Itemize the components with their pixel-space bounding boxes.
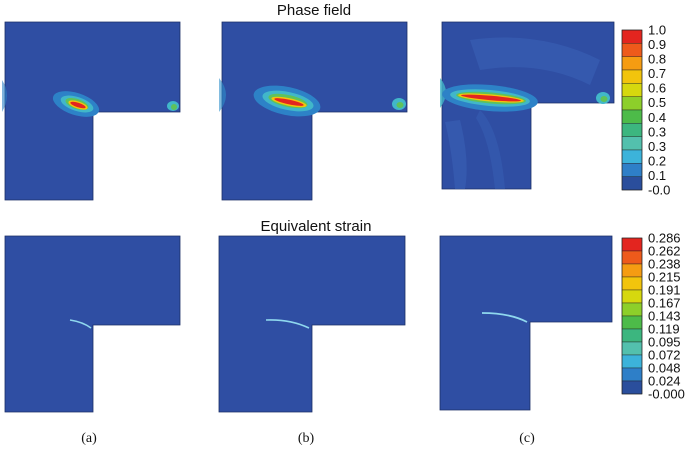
phase-legend-label: 0.6 xyxy=(648,81,666,96)
phase-legend-label: 0.7 xyxy=(648,66,666,81)
strain-legend-label: 0.048 xyxy=(648,361,681,376)
strain-legend-swatch xyxy=(621,289,643,304)
phase-legend-swatch xyxy=(621,83,643,97)
strain-legend-frame xyxy=(621,237,643,395)
phase-legend-swatch xyxy=(621,176,643,191)
phase-legend-swatch xyxy=(621,96,643,111)
strain-panel-c xyxy=(439,235,613,411)
strain-legend-label: 0.286 xyxy=(648,231,681,246)
strain-legend-swatch xyxy=(621,341,643,356)
phase-legend-swatch xyxy=(621,136,643,151)
strain-legend-swatch xyxy=(621,380,643,395)
strain-legend-label: 0.119 xyxy=(648,322,680,337)
phase-legend-label: 0.1 xyxy=(648,168,666,183)
phase-legend-label: 0.4 xyxy=(648,110,666,125)
phase-legend-swatch xyxy=(621,43,643,57)
phase-legend-swatch xyxy=(621,149,643,164)
phase-legend-swatch xyxy=(621,29,643,44)
phase-panel-b xyxy=(219,21,408,201)
strain-specimen-c xyxy=(439,235,613,411)
phase-field-title: Phase field xyxy=(277,2,351,19)
strain-legend-label: 0.143 xyxy=(648,309,681,324)
strain-legend-label: 0.072 xyxy=(648,348,681,363)
strain-legend-label: -0.000 xyxy=(648,387,685,402)
equivalent-strain-title: Equivalent strain xyxy=(261,218,372,235)
strain-legend-swatch xyxy=(621,328,643,343)
phase-panel-a xyxy=(2,21,181,201)
strain-specimen-b xyxy=(218,235,406,413)
strain-specimen-a xyxy=(4,235,181,413)
strain-legend-label: 0.238 xyxy=(648,257,681,272)
phase-legend-label: 0.9 xyxy=(648,37,666,52)
phase-legend-swatch xyxy=(621,56,643,71)
strain-legend-label: 0.215 xyxy=(648,270,681,285)
strain-legend-label: 0.262 xyxy=(648,244,681,259)
caption-c: (c) xyxy=(519,431,535,446)
caption-b: (b) xyxy=(298,431,315,446)
phase-legend-label: 0.8 xyxy=(648,52,666,67)
strain-legend-swatch xyxy=(621,302,643,317)
strain-legend-label: 0.191 xyxy=(648,283,681,298)
strain-legend-swatch xyxy=(621,354,643,369)
phase-legend-swatch xyxy=(621,109,643,124)
strain-legend-swatch xyxy=(621,367,643,382)
strain-panel-b xyxy=(218,235,406,413)
strain-legend-swatch xyxy=(621,315,643,330)
strain-legend-swatch xyxy=(621,237,643,252)
strain-legend-label: 0.167 xyxy=(648,296,681,311)
equivalent-strain-legend: 0.2860.2620.2380.2150.1910.1670.1430.119… xyxy=(621,231,685,402)
phase-legend-label: 0.5 xyxy=(648,95,666,110)
phase-legend-label: -0.0 xyxy=(648,183,670,198)
phase-legend-swatch xyxy=(621,123,643,137)
strain-legend-swatch xyxy=(621,276,643,291)
strain-panel-a xyxy=(4,235,181,413)
phase-panel-c xyxy=(440,21,615,190)
phase-legend-label: 0.3 xyxy=(648,124,666,139)
strain-legend-swatch xyxy=(621,250,643,265)
strain-legend-label: 0.024 xyxy=(648,374,681,389)
phase-legend-label: 0.3 xyxy=(648,139,666,154)
phase-legend-frame xyxy=(621,29,643,191)
phase-field-legend: 1.00.90.80.70.60.50.40.30.30.20.1-0.0 xyxy=(621,23,670,198)
phase-legend-swatch xyxy=(621,163,643,177)
phase-legend-label: 1.0 xyxy=(648,23,666,38)
caption-a: (a) xyxy=(81,431,97,446)
phase-legend-label: 0.2 xyxy=(648,153,666,168)
phase-legend-swatch xyxy=(621,69,643,84)
strain-legend-swatch xyxy=(621,263,643,278)
strain-legend-label: 0.095 xyxy=(648,335,681,350)
